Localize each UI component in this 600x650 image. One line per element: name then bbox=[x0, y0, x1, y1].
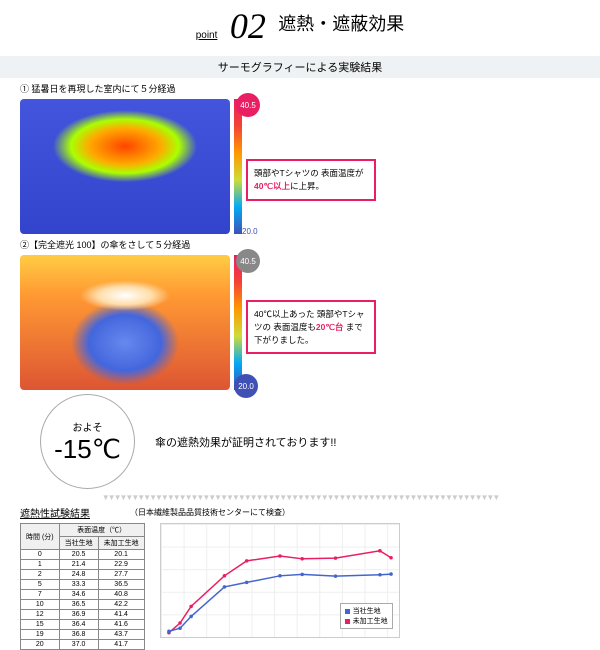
line-chart: 当社生地 未加工生地 bbox=[160, 523, 400, 638]
circle-value: -15℃ bbox=[54, 434, 121, 465]
thermal-label-1: ① 猛暑日を再現した室内にて５分経過 bbox=[20, 82, 580, 95]
bottom-row: 時間 (分)表面温度（℃） 当社生地未加工生地 020.520.1121.422… bbox=[0, 523, 600, 650]
thermal-section-2: ②【完全遮光 100】の傘をさして５分経過 40.5 20.0 40℃以上あった… bbox=[0, 238, 600, 390]
th-temp: 表面温度（℃） bbox=[59, 524, 144, 537]
point-number: 02 bbox=[230, 5, 266, 47]
scale-min-1: 20.0 bbox=[242, 227, 258, 236]
thermal-section-1: ① 猛暑日を再現した室内にて５分経過 40.5 20.0 頭部やTシャツの 表面… bbox=[0, 82, 600, 234]
th-col2: 未加工生地 bbox=[98, 537, 144, 550]
point-label: point bbox=[196, 30, 218, 41]
proof-text: 傘の遮熱効果が証明されております!! bbox=[155, 434, 336, 450]
results-header: 遮熱性試験結果 （日本繊維製品品質技術センターにて検査） bbox=[20, 505, 580, 520]
thermal-image-1 bbox=[20, 99, 230, 234]
scale-max-2: 40.5 bbox=[236, 249, 260, 273]
results-title: 遮熱性試験結果 bbox=[20, 505, 90, 520]
callout-2: 40℃以上あった 頭部やTシャツの 表面温度も20℃台 まで下がりました。 bbox=[246, 300, 376, 354]
legend-1: 当社生地 bbox=[353, 606, 381, 616]
thermal-label-2: ②【完全遮光 100】の傘をさして５分経過 bbox=[20, 238, 580, 251]
callout-1: 頭部やTシャツの 表面温度が 40℃以上に上昇。 bbox=[246, 159, 376, 201]
page-title: 遮熱・遮蔽効果 bbox=[278, 10, 404, 36]
subtitle: サーモグラフィーによる実験結果 bbox=[0, 56, 600, 78]
color-scale-2 bbox=[234, 255, 242, 390]
legend-2: 未加工生地 bbox=[353, 616, 388, 626]
data-table: 時間 (分)表面温度（℃） 当社生地未加工生地 020.520.1121.422… bbox=[20, 523, 145, 650]
result-circle: およそ -15℃ bbox=[40, 394, 135, 489]
thermal-image-2 bbox=[20, 255, 230, 390]
chart-legend: 当社生地 未加工生地 bbox=[340, 603, 393, 629]
color-scale-1 bbox=[234, 99, 242, 234]
divider: ▼▼▼▼▼▼▼▼▼▼▼▼▼▼▼▼▼▼▼▼▼▼▼▼▼▼▼▼▼▼▼▼▼▼▼▼▼▼▼▼… bbox=[0, 493, 600, 502]
result-circle-row: およそ -15℃ 傘の遮熱効果が証明されております!! bbox=[40, 394, 580, 489]
th-col1: 当社生地 bbox=[59, 537, 98, 550]
circle-label: およそ bbox=[73, 419, 103, 434]
header: point 02 遮熱・遮蔽効果 bbox=[0, 0, 600, 52]
scale-min-2: 20.0 bbox=[234, 374, 258, 398]
results-note: （日本繊維製品品質技術センターにて検査） bbox=[130, 507, 290, 518]
scale-max-1: 40.5 bbox=[236, 93, 260, 117]
th-time: 時間 (分) bbox=[21, 524, 60, 550]
